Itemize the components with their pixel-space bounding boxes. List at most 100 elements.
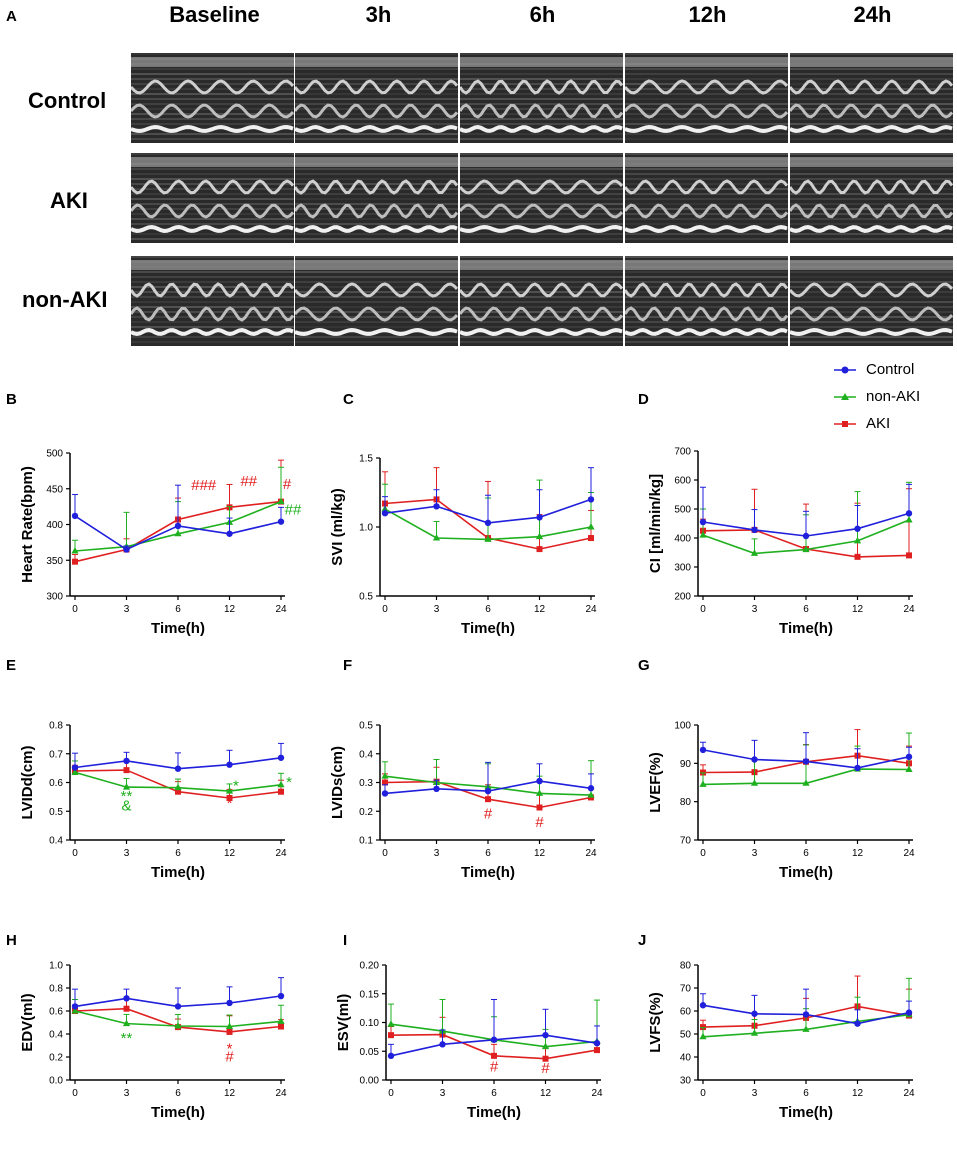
column-title-3h: 3h <box>365 2 392 27</box>
y-axis-label: LVEF(%) <box>647 752 664 813</box>
y-tick-label: 1.5 <box>359 454 373 465</box>
data-point <box>72 558 78 565</box>
y-tick-label: 0.15 <box>360 989 380 1000</box>
echo-image <box>625 53 788 143</box>
legend-item-control: Control <box>834 356 920 383</box>
data-point <box>854 764 861 772</box>
x-tick-label: 0 <box>72 604 78 615</box>
data-point <box>381 772 389 779</box>
data-point <box>699 746 707 754</box>
echo-image <box>790 53 953 143</box>
x-tick-label: 6 <box>803 848 809 859</box>
series-non-aki <box>71 760 285 794</box>
y-axis-label: LVFS(%) <box>647 992 664 1053</box>
significance-annotation: # <box>283 476 292 493</box>
data-point <box>541 1042 550 1050</box>
data-point <box>905 510 913 517</box>
x-tick-label: 0 <box>700 848 706 859</box>
panel-letter: H <box>6 932 17 949</box>
data-point <box>174 1021 182 1029</box>
significance-annotation: & <box>121 797 131 814</box>
x-axis-label: Time(h) <box>779 864 833 881</box>
x-tick-label: 0 <box>382 848 388 859</box>
y-tick-label: 1.0 <box>49 961 63 972</box>
y-tick-label: 300 <box>674 563 691 574</box>
legend-label-aki: AKI <box>866 415 891 432</box>
y-tick-label: 0.7 <box>49 749 63 760</box>
x-tick-label: 24 <box>585 604 597 615</box>
data-point <box>71 546 79 554</box>
series-control <box>699 483 913 540</box>
x-tick-label: 0 <box>388 1088 394 1099</box>
x-axis-label: Time(h) <box>151 620 205 637</box>
data-point <box>174 529 182 537</box>
significance-annotation: # <box>535 814 544 831</box>
significance-annotation: # <box>225 1049 234 1066</box>
y-tick-label: 30 <box>680 1076 692 1087</box>
y-tick-label: 0.3 <box>359 778 373 789</box>
data-point <box>802 532 810 540</box>
y-tick-label: 60 <box>680 1007 692 1018</box>
y-tick-label: 0.5 <box>359 721 373 732</box>
x-tick-label: 12 <box>534 604 546 615</box>
x-tick-label: 3 <box>752 848 758 859</box>
data-point <box>802 758 810 765</box>
x-tick-label: 12 <box>224 604 236 615</box>
data-point <box>226 761 233 768</box>
y-tick-label: 600 <box>674 476 691 487</box>
x-tick-label: 0 <box>700 1088 706 1099</box>
x-tick-label: 3 <box>440 1088 446 1099</box>
chart-panel-e: E 0.4 0.5 0.6 0.7 0.8 0 3 6 12 24 Time(h) LVIDd(cm) *… <box>6 657 292 881</box>
echo-image <box>790 153 953 243</box>
x-axis-label: Time(h) <box>779 620 833 637</box>
significance-annotation: * <box>286 774 292 791</box>
data-point <box>71 1003 79 1010</box>
x-tick-label: 6 <box>491 1088 497 1099</box>
y-tick-label: 500 <box>674 505 691 516</box>
data-point <box>535 789 544 796</box>
series-control <box>71 742 285 772</box>
data-point <box>174 765 182 772</box>
data-point <box>750 779 759 786</box>
y-tick-label: 0.2 <box>49 1053 63 1064</box>
echo-image <box>790 256 953 346</box>
series-control <box>71 484 285 553</box>
data-point <box>484 787 492 795</box>
x-tick-label: 3 <box>434 848 440 859</box>
data-point <box>71 768 79 775</box>
significance-annotation: ### <box>191 477 217 494</box>
y-tick-label: 300 <box>46 592 63 603</box>
data-point <box>432 534 441 541</box>
data-point <box>542 1055 549 1062</box>
x-axis-label: Time(h) <box>461 620 515 637</box>
series-non-aki <box>71 999 285 1030</box>
data-point <box>278 1023 284 1030</box>
x-tick-label: 0 <box>72 1088 78 1099</box>
data-point <box>387 1020 395 1027</box>
column-title-baseline: Baseline <box>169 2 260 27</box>
x-tick-label: 12 <box>224 848 236 859</box>
data-point <box>594 1047 600 1054</box>
x-tick-label: 6 <box>803 604 809 615</box>
column-title-24h: 24h <box>853 2 892 27</box>
data-point <box>699 780 707 787</box>
row-label-control: Control <box>28 88 107 113</box>
x-tick-label: 24 <box>591 1088 603 1099</box>
data-point <box>277 518 285 525</box>
significance-annotation: * <box>227 1041 233 1058</box>
data-point <box>699 1002 707 1009</box>
y-tick-label: 0.5 <box>49 807 63 818</box>
data-point <box>536 514 543 521</box>
significance-annotation: * <box>227 795 233 812</box>
x-tick-label: 12 <box>852 604 864 615</box>
echo-image <box>625 256 788 346</box>
y-tick-label: 0.4 <box>49 836 63 847</box>
data-point <box>593 1040 601 1047</box>
y-tick-label: 90 <box>680 759 692 770</box>
chart-panel-d: D 200 300 400 500 600 700 0 3 6 12 24 Time(h) CI [ml/… <box>638 391 915 637</box>
x-axis-label: Time(h) <box>151 1104 205 1121</box>
chart-panel-c: C 0.5 1.0 1.5 0 3 6 12 24 Time(h) SVI (ml/kg) <box>329 391 597 637</box>
data-point <box>905 765 913 772</box>
data-point <box>123 1005 130 1012</box>
